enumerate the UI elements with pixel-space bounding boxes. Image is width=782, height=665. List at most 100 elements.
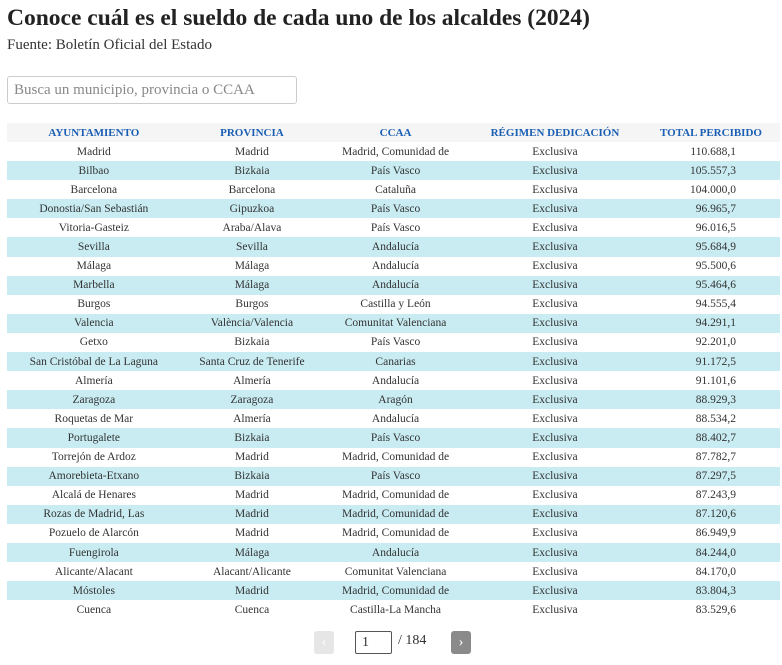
table-cell: Alcalá de Henares: [51, 489, 136, 502]
table-cell: Zaragoza: [180, 390, 324, 410]
table-cell: 88.929,3: [641, 390, 780, 410]
table-cell: Exclusiva: [467, 581, 642, 601]
table-row: Bilbao Bizkaia País Vasco Exclusiva 105.557,…: [7, 161, 780, 181]
table-cell: Exclusiva: [467, 313, 642, 333]
table-row: Almería Almería Andalucía Exclusiva 91.101,6: [7, 371, 780, 390]
table-cell: Exclusiva: [467, 352, 642, 372]
page-input[interactable]: 1: [355, 631, 392, 654]
table-cell: Rozas de Madrid, Las: [7, 504, 181, 524]
table-cell: València/Valencia: [180, 313, 324, 333]
table-row: Fuengirola Málaga Andalucía Exclusiva 84.244…: [7, 542, 780, 563]
table-cell: Alicante/Alacant: [54, 565, 133, 578]
table-cell: Exclusiva: [467, 428, 642, 448]
table-cell: 87.782,7: [695, 451, 736, 464]
column-header: RÉGIMEN DEDICACIÓN: [467, 123, 642, 142]
table-row: Donostia/San Sebastián Gipuzkoa País Vasco…: [7, 199, 780, 219]
table-cell: 94.291,1: [641, 313, 780, 333]
table-cell: Madrid, Comunidad de: [342, 451, 450, 464]
table-row: Móstoles Madrid Madrid, Comunidad de Exclus…: [7, 581, 780, 601]
table-row: Rozas de Madrid, Las Madrid Madrid, Comuni…: [7, 504, 780, 524]
table-cell: 87.243,9: [695, 489, 736, 502]
table-cell: 94.555,4: [695, 298, 736, 311]
table-row: Sevilla Sevilla Andalucía Exclusiva 95.684,9: [7, 237, 780, 257]
table-cell: Madrid: [76, 145, 111, 158]
next-button[interactable]: ›: [451, 631, 471, 654]
table-cell: Andalucía: [323, 542, 468, 563]
column-header: TOTAL PERCIBIDO: [641, 123, 780, 142]
table-cell: Exclusiva: [532, 145, 578, 158]
table-row: Getxo Bizkaia País Vasco Exclusiva 92.201,0: [7, 333, 780, 352]
table-cell: Barcelona: [228, 183, 276, 196]
table-cell: Málaga: [180, 542, 324, 563]
table-cell: Comunitat Valenciana: [323, 313, 468, 333]
table-cell: Andalucía: [323, 237, 468, 257]
table-cell: 104.000,0: [690, 183, 736, 196]
table-body: Madrid Madrid Madrid, Comunidad de Exclusiv…: [7, 142, 780, 619]
table-cell: Móstoles: [7, 581, 181, 601]
table-cell: Cuenca: [234, 603, 270, 616]
table-cell: 95.464,6: [641, 275, 780, 295]
table-cell: Exclusiva: [467, 199, 642, 219]
table-cell: Bizkaia: [234, 336, 270, 349]
table-row: Málaga Málaga Andalucía Exclusiva 95.500,6: [7, 257, 780, 276]
table-cell: Exclusiva: [467, 237, 642, 257]
table-cell: Andalucía: [371, 260, 420, 273]
table-cell: Almería: [75, 374, 113, 387]
table-cell: 83.804,3: [641, 581, 780, 601]
table-cell: 91.101,6: [695, 374, 736, 387]
table-cell: País Vasco: [323, 199, 468, 219]
table-cell: Madrid, Comunidad de: [342, 527, 450, 540]
table-cell: Málaga: [180, 275, 324, 295]
table-cell: Exclusiva: [532, 260, 578, 273]
table-cell: 84.170,0: [695, 565, 736, 578]
table-cell: 95.684,9: [641, 237, 780, 257]
column-header: CCAA: [323, 123, 468, 142]
table-cell: Exclusiva: [532, 565, 578, 578]
table-row: Zaragoza Zaragoza Aragón Exclusiva 88.929,3: [7, 390, 780, 410]
table-cell: Almería: [233, 374, 271, 387]
table-cell: Bizkaia: [180, 466, 324, 486]
search-box[interactable]: Busca un municipio, provincia o CCAA: [7, 76, 297, 104]
table-cell: 92.201,0: [695, 336, 736, 349]
table-cell: Portugalete: [7, 428, 181, 448]
table-cell: Exclusiva: [467, 161, 642, 181]
table-row: Amorebieta-Etxano Bizkaia País Vasco Exclus…: [7, 466, 780, 486]
prev-button[interactable]: ‹: [314, 631, 334, 654]
table-cell: 88.402,7: [641, 428, 780, 448]
table-cell: Sevilla: [180, 237, 324, 257]
table-row: Portugalete Bizkaia País Vasco Exclusiva 88.…: [7, 428, 780, 448]
table-cell: País Vasco: [323, 466, 468, 486]
column-header: AYUNTAMIENTO: [7, 123, 181, 142]
table-cell: País Vasco: [370, 221, 421, 234]
table-cell: Bilbao: [7, 161, 181, 181]
table-cell: Getxo: [79, 336, 108, 349]
table-cell: Exclusiva: [467, 542, 642, 563]
table-cell: Gipuzkoa: [180, 199, 324, 219]
table-row: Roquetas de Mar Almería Andalucía Exclusiva…: [7, 409, 780, 428]
table-cell: Exclusiva: [532, 603, 578, 616]
table-cell: Pozuelo de Alarcón: [48, 527, 139, 540]
table-cell: Marbella: [7, 275, 181, 295]
table-cell: Alacant/Alicante: [212, 565, 291, 578]
table-cell: Fuengirola: [7, 542, 181, 563]
table-cell: Málaga: [76, 260, 112, 273]
column-header: PROVINCIA: [180, 123, 324, 142]
table-cell: Santa Cruz de Tenerife: [180, 352, 324, 372]
table-cell: Bizkaia: [180, 161, 324, 181]
table-cell: Araba/Alava: [222, 221, 282, 234]
table-row: Barcelona Barcelona Cataluña Exclusiva 104.0…: [7, 180, 780, 199]
table-cell: Madrid: [235, 489, 269, 502]
title: Conoce cuál es el sueldo de cada uno de …: [7, 5, 590, 31]
table-cell: Exclusiva: [532, 374, 578, 387]
table-cell: 86.949,9: [695, 527, 736, 540]
table-cell: Andalucía: [323, 275, 468, 295]
table-row: Pozuelo de Alarcón Madrid Madrid, Comunida…: [7, 524, 780, 543]
table-cell: Madrid: [235, 451, 269, 464]
table-cell: Madrid: [180, 504, 324, 524]
table-cell: Exclusiva: [467, 466, 642, 486]
table-cell: 87.120,6: [641, 504, 780, 524]
table-cell: 95.500,6: [695, 260, 736, 273]
table-cell: Burgos: [235, 298, 269, 311]
table-cell: Exclusiva: [532, 336, 578, 349]
